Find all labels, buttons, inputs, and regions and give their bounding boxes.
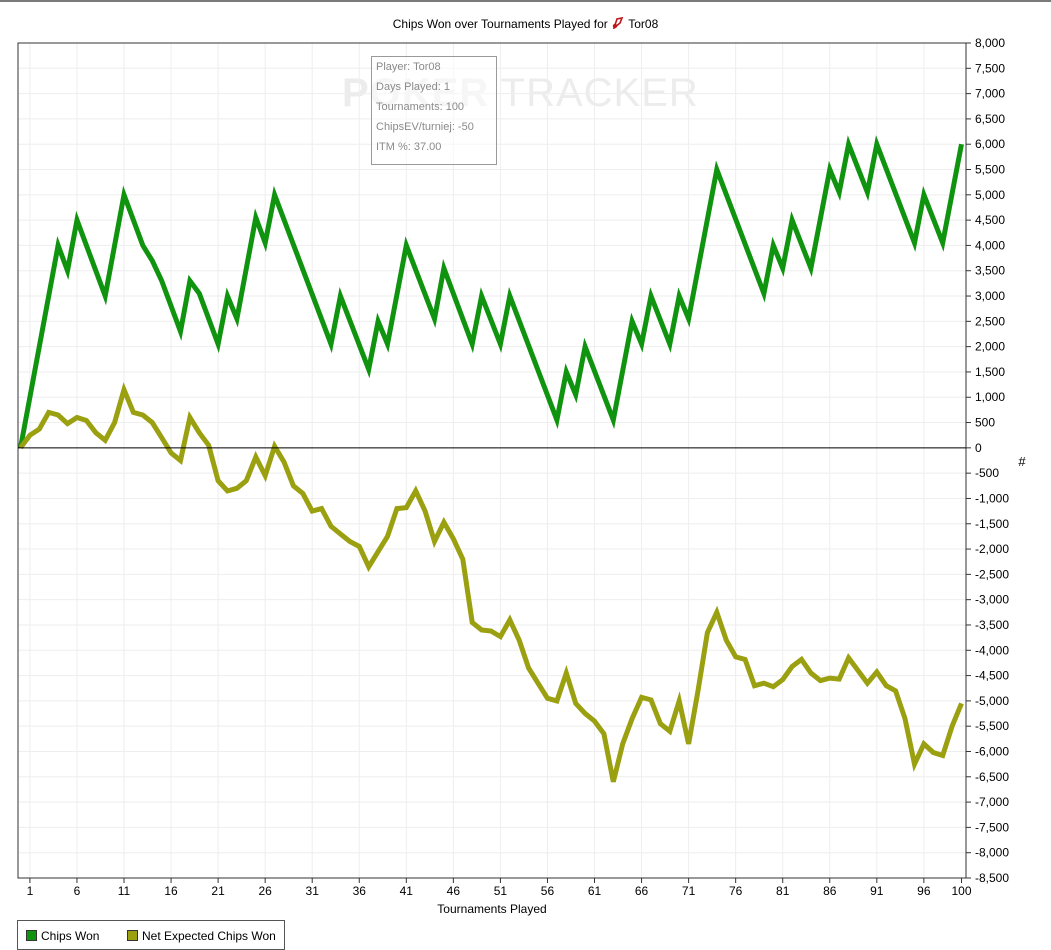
x-tick-label: 81 xyxy=(776,884,790,898)
x-tick-label: 51 xyxy=(494,884,508,898)
chart-title: Chips Won over Tournaments Played for To… xyxy=(0,17,1051,31)
y-tick-label: 2,000 xyxy=(975,340,1005,354)
y-tick-label: -4,000 xyxy=(975,643,1009,657)
x-tick-label: 71 xyxy=(682,884,696,898)
x-tick-label: 56 xyxy=(541,884,555,898)
legend-label-chips-won: Chips Won xyxy=(41,929,100,943)
y-tick-label: 1,500 xyxy=(975,365,1005,379)
y-tick-label: 6,000 xyxy=(975,137,1005,151)
y-tick-label: -7,500 xyxy=(975,820,1009,834)
y-tick-label: -2,500 xyxy=(975,567,1009,581)
series-line-chips-won xyxy=(18,135,964,449)
y-tick-label: -6,000 xyxy=(975,744,1009,758)
y-tick-label: 0 xyxy=(975,441,982,455)
x-tick-label: 41 xyxy=(400,884,414,898)
chart-legend: Chips Won Net Expected Chips Won xyxy=(17,920,285,950)
y-tick-label: -5,000 xyxy=(975,694,1009,708)
x-tick-label: 36 xyxy=(353,884,367,898)
x-tick-label: 6 xyxy=(74,884,81,898)
y-tick-label: -4,500 xyxy=(975,669,1009,683)
info-days-played: Days Played: 1 xyxy=(376,81,450,93)
y-tick-label: 5,500 xyxy=(975,163,1005,177)
y-tick-label: 8,000 xyxy=(975,36,1005,50)
y-axis-label: # xyxy=(1018,454,1026,469)
legend-swatch-chips-won xyxy=(26,930,37,941)
y-tick-label: -500 xyxy=(975,466,999,480)
x-tick-label: 61 xyxy=(588,884,602,898)
x-tick-label: 16 xyxy=(164,884,178,898)
legend-label-net-expected: Net Expected Chips Won xyxy=(142,929,276,943)
y-tick-label: -6,500 xyxy=(975,770,1009,784)
y-tick-label: 6,500 xyxy=(975,112,1005,126)
y-tick-label: 2,500 xyxy=(975,314,1005,328)
y-tick-label: 7,000 xyxy=(975,87,1005,101)
y-tick-label: -3,000 xyxy=(975,593,1009,607)
info-player: Player: Tor08 xyxy=(376,61,441,73)
x-tick-label: 11 xyxy=(118,884,131,898)
plot-frame xyxy=(17,42,967,879)
x-tick-label: 26 xyxy=(258,884,272,898)
y-tick-label: -7,000 xyxy=(975,795,1009,809)
x-tick-label: 1 xyxy=(27,884,34,898)
y-tick-label: 5,000 xyxy=(975,188,1005,202)
y-tick-label: -8,000 xyxy=(975,846,1009,860)
x-tick-label: 31 xyxy=(306,884,320,898)
y-tick-label: -1,000 xyxy=(975,491,1009,505)
x-tick-label: 91 xyxy=(870,884,884,898)
x-tick-label: 86 xyxy=(823,884,837,898)
poker-tracker-logo-icon xyxy=(612,17,624,29)
chart-title-player: Tor08 xyxy=(628,17,659,31)
legend-item-net-expected: Net Expected Chips Won xyxy=(127,929,276,943)
x-tick-label: 21 xyxy=(211,884,225,898)
window-top-border xyxy=(0,0,1051,2)
info-chipsev: ChipsEV/turniej: -50 xyxy=(376,121,474,133)
y-tick-label: 4,000 xyxy=(975,238,1005,252)
info-tournaments: Tournaments: 100 xyxy=(376,101,465,113)
x-tick-label: 46 xyxy=(447,884,461,898)
y-tick-label: -5,500 xyxy=(975,719,1009,733)
x-tick-label: 66 xyxy=(635,884,649,898)
info-itm: ITM %: 37.00 xyxy=(376,141,442,153)
y-tick-label: 1,000 xyxy=(975,390,1005,404)
x-tick-label: 100 xyxy=(951,884,971,898)
x-axis-label: Tournaments Played xyxy=(437,902,546,916)
y-tick-label: 500 xyxy=(975,416,995,430)
y-tick-label: -2,000 xyxy=(975,542,1009,556)
y-tick-label: -8,500 xyxy=(975,871,1009,885)
player-info-box: Player: Tor08 Days Played: 1 Tournaments… xyxy=(371,56,497,165)
x-tick-label: 96 xyxy=(917,884,931,898)
y-tick-label: -1,500 xyxy=(975,517,1009,531)
series-line-net-expected-chips-won xyxy=(18,382,964,783)
legend-swatch-net-expected xyxy=(127,930,138,941)
y-tick-label: 4,500 xyxy=(975,213,1005,227)
chart-title-text: Chips Won over Tournaments Played for xyxy=(392,17,608,31)
legend-item-chips-won: Chips Won xyxy=(26,929,99,943)
x-tick-label: 76 xyxy=(729,884,743,898)
y-tick-label: 3,000 xyxy=(975,289,1005,303)
y-tick-label: -3,500 xyxy=(975,618,1009,632)
y-tick-label: 3,500 xyxy=(975,264,1005,278)
y-tick-label: 7,500 xyxy=(975,61,1005,75)
